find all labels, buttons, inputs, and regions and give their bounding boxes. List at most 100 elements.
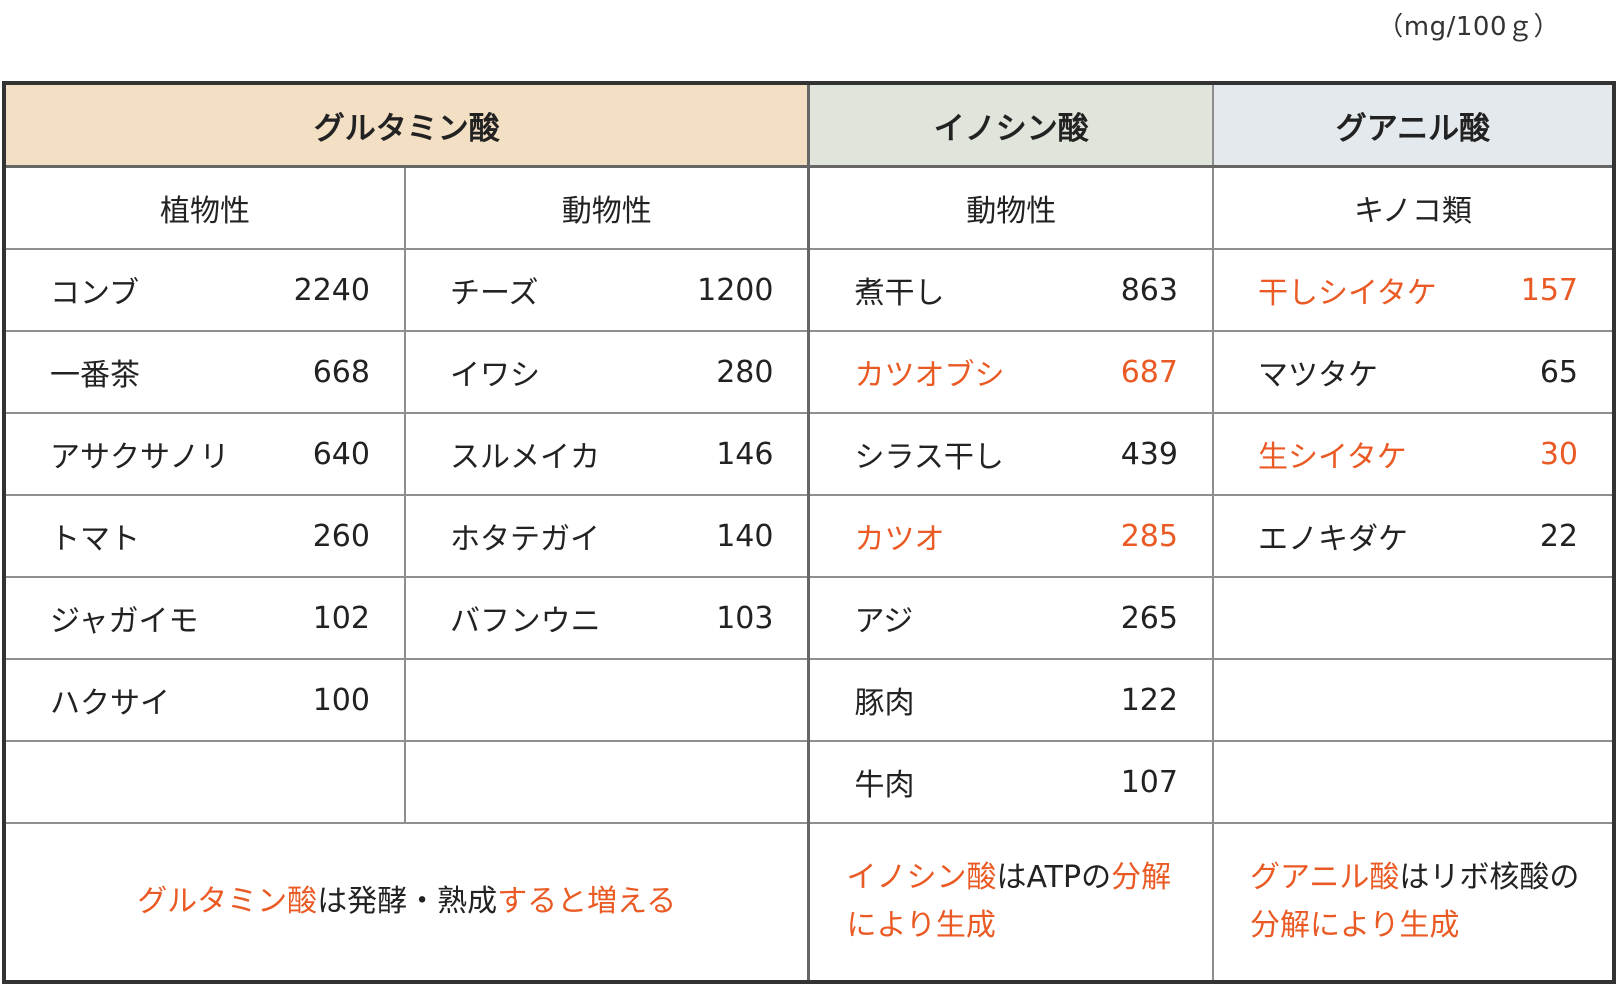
item-name: イワシ bbox=[449, 358, 540, 393]
table-cell: エノキダケ 22 bbox=[1211, 494, 1616, 578]
item-value: 1200 bbox=[697, 272, 774, 308]
table-row: コンブ 2240 チーズ 1200 煮干し 863 干しシイタケ 157 bbox=[3, 248, 1616, 332]
item-value: 668 bbox=[312, 354, 370, 390]
item-value: 22 bbox=[1539, 518, 1578, 554]
item-name: 生シイタケ bbox=[1257, 440, 1407, 475]
table-cell: チーズ 1200 bbox=[403, 248, 810, 332]
table-row: ジャガイモ 102 バフンウニ 103 アジ 265 bbox=[3, 576, 1616, 660]
table-row: トマト 260 ホタテガイ 140 カツオ 285 エノキダケ 22 bbox=[3, 494, 1616, 578]
item-value: 2240 bbox=[293, 272, 370, 308]
item-name: アサクサノリ bbox=[50, 440, 230, 475]
notes-row: グルタミン酸は発酵・熟成すると増える イノシン酸はATPの分解により生成 グアニ… bbox=[3, 822, 1616, 983]
table-cell: 豚肉 122 bbox=[807, 658, 1214, 742]
item-value: 265 bbox=[1120, 600, 1178, 636]
table-cell: 煮干し 863 bbox=[807, 248, 1214, 332]
item-value: 260 bbox=[312, 518, 370, 554]
item-value: 687 bbox=[1120, 354, 1178, 390]
header-guanylic: グアニル酸 bbox=[1211, 82, 1616, 168]
item-name: カツオ bbox=[854, 522, 945, 557]
table-cell: アジ 265 bbox=[807, 576, 1214, 660]
item-name: シラス干し bbox=[854, 440, 1004, 475]
item-name: トマト bbox=[50, 522, 140, 557]
item-value: 107 bbox=[1120, 764, 1178, 800]
item-name: アジ bbox=[854, 604, 914, 639]
table-row: ハクサイ 100 豚肉 122 bbox=[3, 658, 1616, 742]
item-value: 285 bbox=[1120, 518, 1178, 554]
table-cell: 干しシイタケ 157 bbox=[1211, 248, 1616, 332]
table-cell: シラス干し 439 bbox=[807, 412, 1214, 496]
item-name: マツタケ bbox=[1257, 358, 1378, 393]
table-cell: ジャガイモ 102 bbox=[3, 576, 406, 660]
item-name: 一番茶 bbox=[50, 358, 140, 393]
item-name: ハクサイ bbox=[50, 686, 170, 721]
item-name: 干しシイタケ bbox=[1257, 276, 1437, 311]
table-cell: 牛肉 107 bbox=[807, 740, 1214, 824]
subheader-glu-animal: 動物性 bbox=[403, 165, 810, 250]
table-cell-empty bbox=[403, 658, 810, 742]
item-value: 863 bbox=[1120, 272, 1178, 308]
table-cell: マツタケ 65 bbox=[1211, 330, 1616, 414]
subheader-glu-plant: 植物性 bbox=[3, 165, 406, 250]
table-cell: バフンウニ 103 bbox=[403, 576, 810, 660]
item-name: 牛肉 bbox=[854, 768, 915, 803]
table-cell: アサクサノリ 640 bbox=[3, 412, 406, 496]
item-value: 140 bbox=[716, 518, 774, 554]
item-name: コンブ bbox=[50, 276, 140, 311]
item-value: 157 bbox=[1520, 272, 1578, 308]
table-row: 一番茶 668 イワシ 280 カツオブシ 687 マツタケ 65 bbox=[3, 330, 1616, 414]
table-cell: コンブ 2240 bbox=[3, 248, 406, 332]
table-row: 牛肉 107 bbox=[3, 740, 1616, 824]
header-glutamic: グルタミン酸 bbox=[3, 82, 810, 168]
item-value: 146 bbox=[716, 436, 774, 472]
umami-table: グルタミン酸 イノシン酸 グアニル酸 植物性 動物性 動物性 キノコ類 コンブ 2… bbox=[2, 81, 1616, 984]
item-value: 122 bbox=[1120, 682, 1178, 718]
item-value: 30 bbox=[1539, 436, 1578, 472]
subheader-ino-animal: 動物性 bbox=[807, 165, 1214, 250]
note-glutamic-term: グルタミン酸 bbox=[137, 884, 318, 919]
note-inosinic: イノシン酸はATPの分解により生成 bbox=[807, 822, 1214, 983]
item-name: ジャガイモ bbox=[50, 604, 199, 639]
table-cell-empty bbox=[1211, 576, 1616, 660]
table-cell: 一番茶 668 bbox=[3, 330, 406, 414]
item-name: エノキダケ bbox=[1257, 522, 1408, 557]
table-cell: トマト 260 bbox=[3, 494, 406, 578]
table-cell: ハクサイ 100 bbox=[3, 658, 406, 742]
note-guanylic-term: グアニル酸 bbox=[1249, 860, 1400, 895]
note-guanylic-effect: 分解により生成 bbox=[1249, 908, 1460, 943]
table-cell: 生シイタケ 30 bbox=[1211, 412, 1616, 496]
table-row: アサクサノリ 640 スルメイカ 146 シラス干し 439 生シイタケ 30 bbox=[3, 412, 1616, 496]
item-name: 煮干し bbox=[854, 276, 945, 311]
table-cell-empty bbox=[1211, 740, 1616, 824]
table-cell-empty bbox=[403, 740, 810, 824]
note-glutamic-text: は発酵・熟成 bbox=[317, 884, 498, 919]
item-value: 640 bbox=[312, 436, 370, 472]
item-name: バフンウニ bbox=[449, 604, 601, 639]
note-guanylic: グアニル酸はリボ核酸の分解により生成 bbox=[1211, 822, 1616, 983]
item-value: 280 bbox=[716, 354, 774, 390]
item-name: チーズ bbox=[449, 276, 539, 311]
table-cell: カツオブシ 687 bbox=[807, 330, 1214, 414]
item-name: カツオブシ bbox=[854, 358, 1005, 393]
note-inosinic-effect: 分解により生成 bbox=[846, 860, 1172, 943]
item-name: スルメイカ bbox=[449, 440, 600, 475]
note-inosinic-term: イノシン酸 bbox=[846, 860, 997, 895]
note-glutamic: グルタミン酸は発酵・熟成すると増える bbox=[3, 822, 810, 983]
table-cell-empty bbox=[1211, 658, 1616, 742]
table-cell: スルメイカ 146 bbox=[403, 412, 810, 496]
item-value: 102 bbox=[312, 600, 370, 636]
item-value: 65 bbox=[1539, 354, 1578, 390]
header-inosinic: イノシン酸 bbox=[807, 82, 1214, 168]
note-guanylic-text: はリボ核酸の bbox=[1399, 860, 1580, 895]
table-cell-empty bbox=[3, 740, 406, 824]
item-value: 103 bbox=[716, 600, 774, 636]
subheader-row: 植物性 動物性 動物性 キノコ類 bbox=[3, 165, 1616, 250]
item-value: 100 bbox=[312, 682, 370, 718]
note-inosinic-text: はATPの bbox=[996, 860, 1112, 895]
item-name: 豚肉 bbox=[854, 686, 915, 721]
table-cell: カツオ 285 bbox=[807, 494, 1214, 578]
table-cell: ホタテガイ 140 bbox=[403, 494, 810, 578]
item-name: ホタテガイ bbox=[449, 522, 600, 557]
note-glutamic-effect: すると増える bbox=[497, 884, 677, 919]
header-row: グルタミン酸 イノシン酸 グアニル酸 bbox=[3, 82, 1616, 168]
unit-label: （mg/100ｇ） bbox=[1377, 12, 1560, 42]
